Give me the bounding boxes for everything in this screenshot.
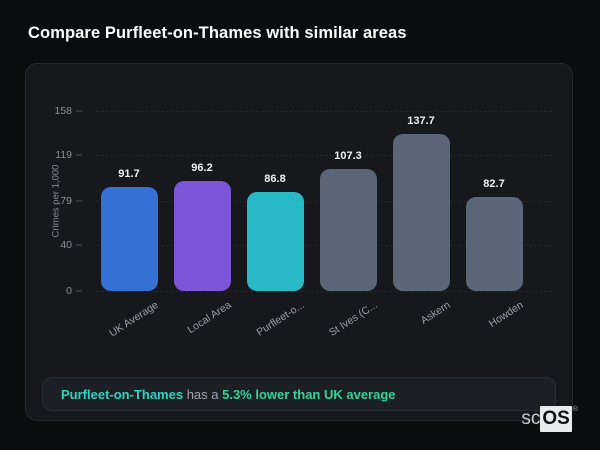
bar-value-label: 91.7 [118,167,140,180]
gridline [96,111,552,112]
y-axis-tick-mark [76,290,82,292]
y-axis-tick-mark [76,200,82,202]
y-axis-tick-mark [76,110,82,112]
bar[interactable] [100,186,158,291]
y-axis-tick-mark [76,244,82,246]
logo-suffix: OS [540,406,572,432]
gridline [96,155,552,157]
bar[interactable] [246,192,304,291]
y-axis-tick-label: 0 [66,284,72,297]
y-axis-tick-label: 40 [60,239,72,252]
chart-card: Crimes per 1,000 0 40 79 119 158 91.7 UK Avera… [25,63,573,421]
y-axis-tick-mark [76,154,82,156]
bar[interactable] [392,134,450,291]
bar[interactable] [465,196,523,291]
registered-mark-icon: ® [572,406,578,413]
bar-value-label: 86.8 [264,173,286,186]
y-axis-tick-label: 79 [60,194,72,207]
scos-logo: sc OS ® [521,406,578,432]
bar-value-label: 137.7 [407,115,435,128]
summary-area-name: Purfleet-on-Thames [61,386,184,402]
bar[interactable] [173,181,231,291]
logo-prefix: sc [521,408,541,429]
gridline [96,291,552,292]
bar[interactable] [319,168,377,291]
summary-comparison: 5.3% lower than UK average [222,386,396,402]
summary-connector: has a [183,386,223,402]
y-axis-tick-label: 119 [55,149,72,162]
bar-value-label: 82.7 [483,177,505,190]
y-axis-tick-label: 158 [54,104,72,117]
plot-area: 0 40 79 119 158 91.7 UK Average 96.2 Local Area 8… [54,106,552,339]
page-title: Compare Purfleet-on-Thames with similar … [28,24,407,42]
bar-value-label: 96.2 [191,162,213,175]
bar-value-label: 107.3 [334,149,362,162]
summary-box: Purfleet-on-Thames has a 5.3% lower than… [42,377,556,411]
